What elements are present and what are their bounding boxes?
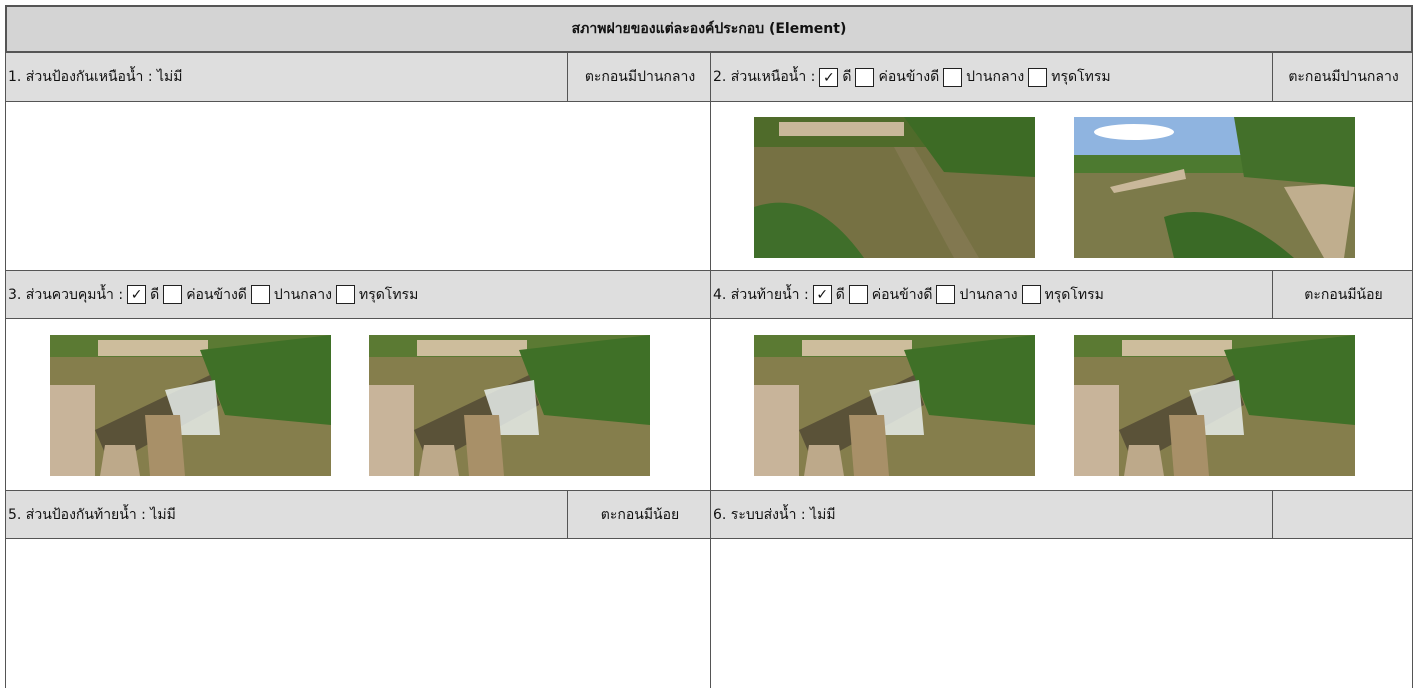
section-label: 3. ส่วนควบคุมน้ำ : (8, 286, 124, 303)
checkbox: ✓ (812, 285, 832, 304)
option-label: ปานกลาง (273, 286, 332, 303)
option-label: ดี (842, 69, 852, 85)
section-header: 5. ส่วนป้องกันท้ายน้ำ : ไม่มี (5, 490, 568, 539)
section-header: 4. ส่วนท้ายน้ำ : ✓ ดี ค่อนข้างดี ปานกลาง ทรุด… (710, 270, 1273, 319)
check-mark: ✓ (130, 287, 143, 303)
checkbox (335, 285, 355, 304)
check-mark: ✓ (816, 287, 829, 303)
option-label: ปานกลาง (959, 286, 1018, 303)
option-label: ปานกลาง (966, 69, 1025, 85)
photo (1074, 117, 1355, 258)
checkbox (855, 67, 875, 87)
section-header: 3. ส่วนควบคุมน้ำ : ✓ ดี ค่อนข้างดี ปานกลาง ทร… (5, 270, 711, 319)
section-label: 5. ส่วนป้องกันท้ายน้ำ : ไม่มี (8, 506, 176, 523)
photo (754, 117, 1035, 258)
checkbox (1021, 285, 1041, 304)
checkbox: ✓ (819, 67, 839, 87)
checkbox (943, 67, 963, 87)
checkbox (1028, 67, 1048, 87)
blank-area (710, 538, 1413, 688)
option-label: ค่อนข้างดี (871, 286, 933, 303)
checkbox: ✓ (127, 285, 147, 304)
option-label: ดี (835, 286, 845, 303)
option-label: ค่อนข้างดี (186, 286, 247, 303)
option-label: ค่อนข้างดี (878, 69, 940, 85)
option-label: ทรุดโทรม (1044, 286, 1104, 303)
blank-area (5, 538, 711, 688)
photo (50, 335, 331, 476)
photo (369, 335, 650, 476)
checkbox (250, 285, 270, 304)
checkbox (163, 285, 183, 304)
section-label: 4. ส่วนท้ายน้ำ : (713, 286, 809, 303)
status: ตะกอนมีปานกลาง (1272, 52, 1413, 102)
photo (754, 335, 1035, 476)
section-header: 2. ส่วนเหนือน้ำ : ✓ ดี ค่อนข้างดี ปานกลาง ทรุ… (710, 52, 1273, 102)
section-header: 6. ระบบส่งน้ำ : ไม่มี (710, 490, 1273, 539)
section-label: 6. ระบบส่งน้ำ : ไม่มี (713, 506, 836, 523)
status (1272, 490, 1413, 539)
check-mark: ✓ (823, 69, 835, 86)
option-label: ดี (150, 286, 160, 303)
photo-area (5, 101, 711, 271)
section-label: 2. ส่วนเหนือน้ำ : (713, 69, 816, 85)
option-label: ทรุดโทรม (1051, 69, 1111, 85)
checkbox (936, 285, 956, 304)
status: ตะกอนมีปานกลาง (567, 52, 711, 102)
section-label: 1. ส่วนป้องกันเหนือน้ำ : ไม่มี (8, 69, 183, 85)
section-header: 1. ส่วนป้องกันเหนือน้ำ : ไม่มี (5, 52, 568, 102)
status: ตะกอนมีน้อย (1272, 270, 1413, 319)
table-title: สภาพฝายของแต่ละองค์ประกอบ (Element) (5, 5, 1413, 53)
option-label: ทรุดโทรม (358, 286, 419, 303)
photo (1074, 335, 1355, 476)
checkbox (848, 285, 868, 304)
status: ตะกอนมีน้อย (567, 490, 711, 539)
